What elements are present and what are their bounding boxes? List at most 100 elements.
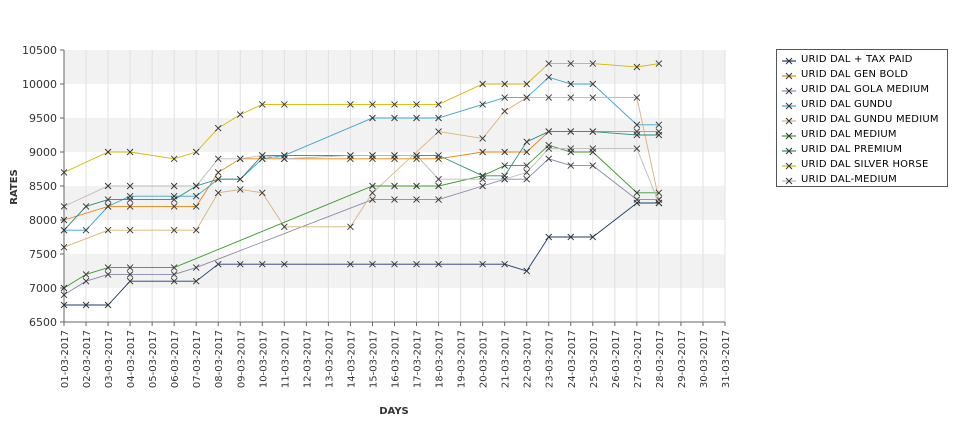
- data-point: [104, 148, 112, 156]
- data-point: [192, 264, 200, 271]
- data-point: [655, 199, 663, 207]
- series-line: [63, 148, 660, 207]
- legend-item: URID DAL + TAX PAID: [777, 54, 947, 69]
- data-point: [479, 148, 486, 156]
- data-point: [214, 124, 222, 132]
- data-point: [479, 260, 486, 268]
- data-point: [545, 128, 553, 135]
- y-tick-label: 10000: [22, 78, 57, 91]
- data-point: [104, 226, 112, 234]
- data-point: [479, 101, 486, 108]
- y-tick-label: 7500: [29, 248, 57, 261]
- data-point: [281, 155, 288, 163]
- data-point: [523, 267, 531, 275]
- legend-marker: [782, 177, 796, 185]
- x-tick-label: 17-03-2017: [413, 330, 424, 388]
- data-point: [60, 284, 68, 292]
- data-point: [523, 175, 531, 183]
- legend: URID DAL + TAX PAID URID DAL GEN BOLD URID…: [776, 49, 948, 187]
- x-tick-label: 22-03-2017: [523, 330, 534, 388]
- data-point: [633, 94, 641, 101]
- legend-label: URID DAL + TAX PAID: [801, 54, 913, 65]
- data-point: [347, 223, 354, 231]
- x-tick-label: 08-03-2017: [214, 330, 225, 388]
- data-point: [126, 148, 134, 156]
- y-tick-label: 8000: [29, 214, 57, 227]
- legend-label: URID DAL GOLA MEDIUM: [801, 84, 930, 95]
- data-point: [214, 155, 222, 163]
- data-point: [479, 175, 486, 183]
- data-point: [435, 182, 442, 190]
- x-tick-label: 23-03-2017: [545, 330, 556, 388]
- x-tick-label: 19-03-2017: [457, 330, 468, 388]
- data-point: [170, 182, 178, 190]
- data-point: [170, 226, 178, 234]
- data-point: [523, 80, 531, 88]
- data-point: [104, 203, 112, 210]
- data-point: [413, 182, 420, 190]
- x-tick-label: 11-03-2017: [280, 330, 291, 388]
- data-point: [633, 145, 641, 152]
- data-point: [82, 277, 90, 285]
- data-point: [170, 271, 178, 278]
- data-point: [60, 203, 68, 210]
- data-point: [589, 80, 597, 88]
- x-tick-label: 13-03-2017: [324, 330, 335, 388]
- x-tick-label: 20-03-2017: [479, 330, 490, 388]
- data-point: [126, 182, 134, 190]
- data-point: [347, 101, 354, 108]
- data-point: [258, 260, 266, 268]
- data-point: [236, 155, 244, 163]
- series-9: [60, 145, 663, 210]
- data-point: [479, 182, 486, 190]
- x-axis-label: DAYS: [379, 406, 409, 417]
- data-point: [501, 162, 508, 169]
- data-point: [391, 114, 398, 122]
- data-point: [104, 182, 112, 190]
- data-point: [435, 101, 442, 108]
- data-point: [236, 186, 244, 193]
- data-point: [501, 80, 508, 88]
- data-point: [369, 196, 376, 203]
- data-point: [236, 111, 244, 118]
- data-point: [60, 216, 68, 224]
- data-point: [391, 196, 398, 203]
- x-tick-label: 01-03-2017: [60, 330, 71, 388]
- data-point: [391, 260, 398, 268]
- data-point: [192, 203, 200, 210]
- y-tick-label: 6500: [29, 316, 57, 329]
- data-point: [104, 196, 112, 203]
- legend-item: URID DAL PREMIUM: [777, 144, 947, 159]
- data-point: [545, 60, 553, 67]
- data-point: [545, 155, 553, 163]
- x-tick-label: 25-03-2017: [589, 330, 600, 388]
- data-point: [523, 169, 531, 176]
- data-point: [60, 291, 68, 299]
- legend-marker: [782, 162, 796, 170]
- legend-marker: [782, 102, 796, 110]
- x-tick-label: 28-03-2017: [655, 330, 666, 388]
- data-point: [545, 145, 553, 152]
- data-point: [633, 131, 641, 139]
- data-point: [126, 203, 134, 210]
- data-point: [192, 192, 200, 200]
- data-point: [170, 155, 178, 163]
- x-tick-label: 24-03-2017: [567, 330, 578, 388]
- series-line: [63, 158, 659, 296]
- x-tick-label: 15-03-2017: [368, 330, 379, 388]
- data-point: [347, 260, 354, 268]
- x-tick-label: 04-03-2017: [126, 330, 137, 388]
- data-point: [435, 196, 442, 203]
- series-6: [60, 141, 663, 292]
- data-point: [214, 169, 222, 176]
- data-point: [192, 277, 200, 285]
- data-point: [589, 145, 597, 152]
- legend-marker: [782, 72, 796, 80]
- data-point: [523, 148, 531, 156]
- data-point: [655, 131, 663, 139]
- data-point: [236, 175, 244, 183]
- data-point: [501, 94, 508, 101]
- data-point: [82, 301, 90, 309]
- data-point: [82, 271, 90, 278]
